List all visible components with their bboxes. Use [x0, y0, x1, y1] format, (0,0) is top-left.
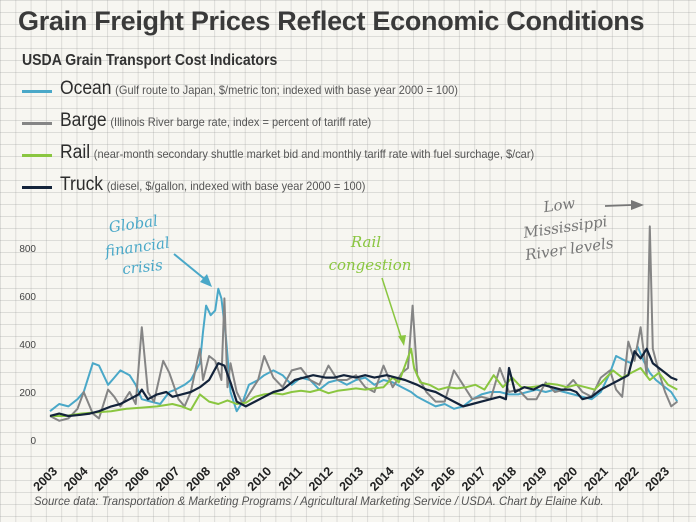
x-tick-label: 2017: [459, 464, 489, 494]
x-tick-label: 2020: [551, 464, 581, 494]
x-axis: 2003 2004 2005 2006 2007 2008 2009 2010 2011 2012…: [31, 464, 673, 494]
y-tick-label: 800: [19, 244, 36, 255]
y-tick-label: 400: [19, 340, 36, 351]
annotation-rail-line-2: congestion: [329, 256, 412, 274]
x-tick-label: 2019: [520, 464, 550, 494]
annotation-rail-line-1: Rail: [350, 233, 381, 251]
y-axis: 0 200 400 600 800: [19, 244, 36, 447]
chart-subtitle: USDA Grain Transport Cost Indicators: [22, 52, 278, 69]
legend-desc-rail: (near-month secondary shuttle market bid…: [93, 147, 535, 161]
x-tick-label: 2008: [184, 464, 214, 494]
annotation-gfc-arrow: [173, 253, 208, 282]
legend-swatch-rail: [22, 154, 52, 157]
x-tick-label: 2005: [92, 464, 122, 494]
x-tick-label: 2014: [367, 464, 397, 494]
x-tick-label: 2006: [122, 464, 152, 494]
source-note: Source data: Transportation & Marketing …: [34, 494, 604, 508]
annotation-gfc-arrowhead-icon: [200, 274, 212, 287]
annotation-rail-congestion: Rail congestion: [329, 233, 412, 346]
legend-label-ocean: Ocean: [60, 78, 112, 99]
x-tick-label: 2022: [612, 464, 642, 494]
legend-label-barge: Barge: [60, 110, 107, 131]
annotations: Global financial crisis Rail congestion …: [103, 194, 644, 346]
legend-desc-truck: (diesel, $/gallon, indexed with base yea…: [106, 179, 366, 193]
legend-swatch-ocean: [22, 90, 52, 93]
legend-swatch-truck: [22, 186, 52, 189]
legend-label-truck: Truck: [60, 174, 104, 195]
legend-desc-ocean: (Gulf route to Japan, $/metric ton; inde…: [115, 83, 458, 97]
y-tick-label: 200: [19, 388, 36, 399]
annotation-gfc-line-1: Global: [108, 212, 159, 237]
annotation-rail-arrow: [381, 277, 403, 341]
x-tick-label: 2015: [398, 464, 428, 494]
annotation-global-financial-crisis: Global financial crisis: [103, 212, 212, 287]
x-tick-label: 2021: [581, 464, 611, 494]
y-tick-label: 600: [19, 292, 36, 303]
x-tick-label: 2007: [153, 464, 183, 494]
x-tick-label: 2012: [306, 464, 336, 494]
y-tick-label: 0: [30, 436, 36, 447]
legend-label-rail: Rail: [60, 142, 91, 163]
x-tick-label: 2010: [245, 464, 275, 494]
x-tick-label: 2004: [61, 464, 91, 494]
annotation-river-arrow: [604, 204, 633, 207]
x-tick-label: 2009: [214, 464, 244, 494]
x-tick-label: 2011: [276, 464, 305, 493]
annotation-rail-arrowhead-icon: [398, 335, 406, 346]
legend-desc-barge: (Illinois River barge rate, index = perc…: [110, 115, 372, 129]
annotation-gfc-line-3: crisis: [121, 256, 164, 278]
series-line-barge: [49, 225, 678, 422]
annotation-low-river: Low Mississippi River levels: [521, 194, 644, 264]
annotation-river-line-1: Low: [541, 194, 576, 216]
legend-swatch-barge: [22, 122, 52, 125]
series-line-rail: [50, 347, 678, 417]
series-lines: [49, 225, 679, 422]
series-line-truck: [49, 347, 678, 418]
x-tick-label: 2023: [643, 464, 673, 494]
x-tick-label: 2003: [31, 464, 61, 494]
x-tick-label: 2018: [490, 464, 520, 494]
x-tick-label: 2013: [337, 464, 367, 494]
x-tick-label: 2016: [428, 464, 458, 494]
chart-title: Grain Freight Prices Reflect Economic Co…: [18, 6, 645, 36]
annotation-river-arrowhead-icon: [631, 200, 644, 210]
